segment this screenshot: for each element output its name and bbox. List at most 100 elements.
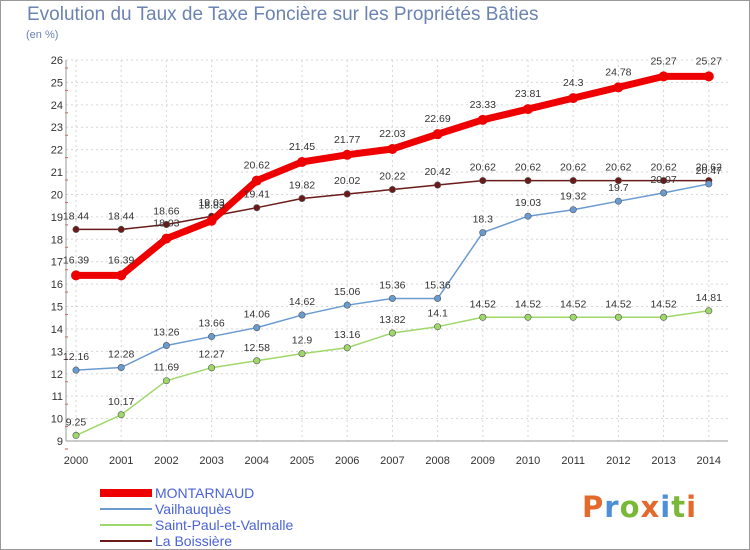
data-label: 12.58 [244, 342, 270, 354]
data-label: 20.62 [605, 162, 631, 174]
y-tick-label: 24 [51, 100, 63, 112]
data-label: 14.52 [515, 298, 541, 310]
data-label: 19.32 [560, 191, 586, 203]
x-tick-label: 2003 [199, 455, 223, 467]
data-label: 18.66 [153, 206, 179, 218]
data-point [569, 177, 577, 185]
data-point [524, 212, 532, 220]
y-tick-label: 14 [51, 324, 63, 336]
data-point [162, 377, 170, 385]
data-label: 21.77 [334, 134, 360, 146]
data-label: 9.25 [66, 416, 87, 428]
legend-swatch [100, 508, 152, 510]
data-point [479, 177, 487, 185]
data-point [703, 71, 714, 82]
y-tick-label: 11 [52, 391, 63, 403]
data-label: 24.3 [563, 77, 584, 89]
legend-swatch [100, 540, 152, 542]
data-point [614, 177, 622, 185]
data-point [208, 364, 216, 372]
y-tick-label: 13 [51, 346, 63, 358]
y-tick-label: 21 [51, 167, 63, 179]
logo-letter: r [604, 490, 620, 524]
data-label: 10.17 [108, 396, 134, 408]
data-label: 22.03 [379, 128, 405, 140]
data-point [658, 71, 669, 82]
data-point [614, 313, 622, 321]
data-label: 18.3 [473, 214, 494, 226]
data-point [206, 215, 217, 226]
x-tick-label: 2013 [651, 455, 675, 467]
data-point [613, 82, 624, 93]
proxiti-logo: Proxiti [582, 490, 697, 524]
data-point [298, 311, 306, 319]
data-label: 13.82 [379, 314, 405, 326]
data-point [434, 323, 442, 331]
data-point [568, 93, 579, 104]
data-label: 25.27 [696, 55, 722, 67]
legend-item: La Boissière [100, 533, 360, 549]
data-label: 19.7 [608, 182, 629, 194]
data-label: 11.69 [154, 362, 180, 374]
data-point [297, 156, 307, 167]
data-label: 20.62 [560, 162, 586, 174]
chart-title: Evolution du Taux de Taxe Foncière sur l… [27, 4, 539, 25]
data-label: 24.78 [605, 66, 631, 78]
y-tick-label: 15 [51, 302, 63, 314]
y-tick-label: 17 [51, 257, 63, 269]
data-point [253, 357, 261, 365]
data-point [72, 225, 80, 233]
data-point [660, 313, 668, 321]
y-tick-label: 25 [51, 77, 63, 89]
data-label: 14.1 [427, 308, 448, 320]
data-label: 20.42 [424, 166, 450, 178]
data-point [161, 233, 172, 244]
data-label: 18.83 [198, 200, 224, 212]
data-label: 14.52 [560, 298, 586, 310]
data-point [343, 344, 351, 352]
data-point [72, 366, 80, 374]
data-point [434, 181, 442, 189]
legend-swatch [100, 524, 152, 526]
data-point [388, 186, 396, 194]
data-point [614, 197, 622, 205]
data-label: 14.81 [696, 292, 722, 304]
data-label: 13.16 [334, 329, 360, 341]
data-label: 12.9 [292, 335, 313, 347]
data-point [342, 149, 353, 160]
data-label: 21.45 [289, 141, 315, 153]
data-label: 14.52 [470, 298, 496, 310]
x-tick-label: 2014 [697, 455, 721, 467]
data-label: 19.03 [515, 197, 541, 209]
logo-letter: i [660, 490, 672, 524]
data-point [387, 143, 398, 154]
y-tick-label: 22 [51, 145, 63, 157]
x-tick-label: 2005 [290, 455, 314, 467]
x-tick-label: 2004 [245, 455, 269, 467]
data-label: 14.06 [244, 309, 270, 321]
data-point [477, 114, 488, 125]
logo-letter: x [640, 490, 661, 524]
y-tick-label: 23 [51, 122, 63, 134]
x-tick-label: 2006 [335, 455, 359, 467]
data-point [343, 190, 351, 198]
data-label: 19.41 [244, 189, 270, 201]
data-label: 15.36 [424, 279, 450, 291]
data-point [705, 180, 713, 188]
chart-legend: MONTARNAUD Vailhauquès Saint-Paul-et-Valma… [100, 485, 360, 549]
data-label: 23.81 [515, 88, 541, 100]
data-label: 16.39 [63, 254, 89, 266]
data-point [71, 270, 81, 281]
y-tick-label: 16 [51, 279, 63, 291]
data-point [660, 177, 668, 185]
x-tick-label: 2008 [425, 455, 449, 467]
data-label: 14.52 [650, 298, 676, 310]
data-point [388, 294, 396, 302]
y-tick-label: 26 [51, 55, 63, 67]
data-point [298, 195, 306, 203]
legend-label: Vailhauquès [155, 501, 232, 517]
data-point [116, 270, 127, 281]
data-point [434, 294, 442, 302]
data-label: 18.44 [108, 210, 134, 222]
